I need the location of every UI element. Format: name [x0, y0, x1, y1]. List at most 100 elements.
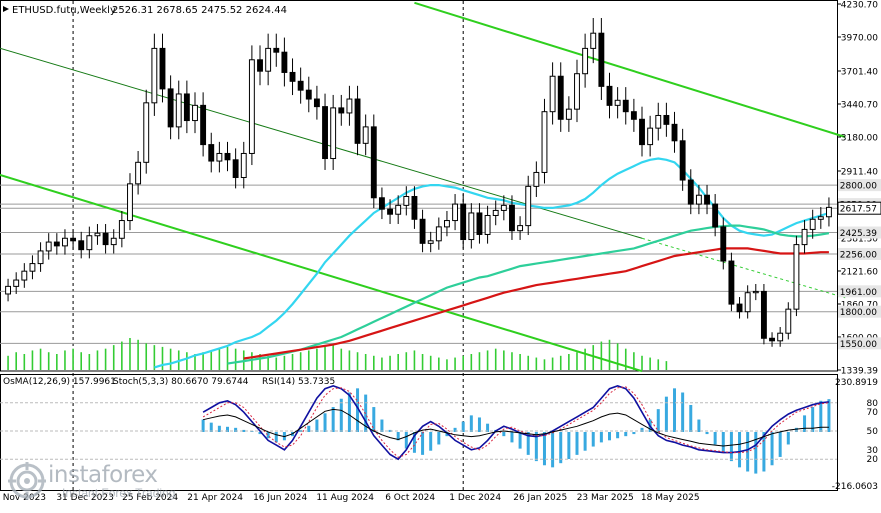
indicator-pane-frame	[0, 374, 838, 491]
candle-body	[549, 75, 556, 113]
candle-body	[769, 337, 775, 342]
candle-body	[330, 107, 337, 160]
indicator-axis-label: 80	[867, 399, 879, 409]
candle-body	[175, 93, 182, 128]
candle-body	[500, 204, 507, 211]
price-level-label-box	[838, 305, 881, 318]
candle-body	[387, 208, 393, 215]
candle-body	[411, 195, 418, 220]
price-level-label: 1800.00	[840, 308, 877, 318]
candle-body	[37, 250, 44, 265]
candle-body	[744, 292, 751, 313]
price-axis: 4230.70 3970.00 3701.40 3440.70 3180.00 2911.…	[837, 1, 881, 377]
candle-body	[208, 144, 215, 162]
candle-body	[370, 126, 377, 199]
indicator-axis-label: 230.8919	[835, 378, 878, 388]
candle-body	[378, 197, 385, 210]
candle-body	[127, 183, 133, 222]
stoch-label: Stoch(5,3,3) 80.6670 79.6744	[113, 377, 249, 387]
candle-body	[143, 102, 150, 163]
ohlc-values: 2526.31 2678.65 2475.52 2624.44	[112, 5, 287, 16]
rsi-label: RSI(14) 53.7335	[262, 377, 335, 387]
price-tick-label: 2381.30	[841, 235, 878, 245]
candle-body	[322, 106, 328, 160]
candle-body	[240, 152, 247, 179]
moving-average-line	[154, 157, 830, 369]
price-pane-frame	[0, 0, 838, 372]
candle-body	[452, 203, 459, 222]
candle-body	[297, 80, 304, 91]
price-level-label: 1961.00	[840, 288, 877, 298]
candle-body	[639, 118, 645, 146]
candle-body	[224, 152, 231, 161]
candle-body	[110, 237, 117, 246]
candle-body	[492, 209, 499, 216]
price-level-label: 2617.57	[840, 205, 877, 215]
candle-body	[70, 237, 77, 242]
time-axis-label: 16 Jun 2024	[253, 493, 307, 503]
candle-body	[395, 204, 402, 215]
price-level-label: 2800.00	[840, 182, 877, 192]
candle-body	[289, 71, 296, 82]
candle-body	[525, 185, 532, 227]
osma-label: OsMA(12,26,9) 157.9961	[3, 377, 116, 387]
candle-body	[354, 98, 361, 144]
instaforex-logo-icon	[8, 462, 46, 500]
indicator-axis-label: 20	[867, 455, 879, 465]
candle-body	[273, 47, 280, 53]
candle-body	[777, 332, 784, 342]
candle-body	[720, 226, 727, 262]
price-level-label: 1550.00	[840, 340, 877, 350]
symbol-title: ETHUSD.futu,Weekly	[12, 5, 116, 16]
candle-body	[257, 59, 263, 72]
candle-body	[671, 123, 678, 142]
price-level-label-box	[838, 337, 881, 350]
channel-lower-line	[0, 173, 643, 373]
watermark: instaforex Instant Forex Trading	[8, 462, 175, 500]
candle-body	[785, 308, 792, 334]
symbol-arrow-icon	[3, 6, 9, 12]
price-tick-label: 3701.40	[841, 68, 878, 78]
grid	[0, 0, 838, 491]
candle-body	[265, 47, 272, 72]
time-axis-label: 18 May 2025	[641, 493, 700, 503]
price-tick-label: 3970.00	[841, 34, 878, 44]
candle-body	[45, 241, 52, 252]
price-level-label-box	[837, 201, 881, 215]
indicator-axis-label: -216.0603	[832, 482, 878, 492]
candle-body	[509, 204, 515, 232]
indicator-axis-label: 30	[867, 446, 879, 456]
candle-body	[151, 47, 158, 104]
time-axis-label: 6 Oct 2024	[385, 493, 435, 503]
candle-body	[704, 194, 710, 205]
price-tick-label: 1860.70	[841, 301, 878, 311]
candle-body	[630, 111, 637, 120]
candle-body	[760, 290, 767, 339]
candle-body	[557, 75, 564, 120]
candle-body	[200, 104, 207, 146]
candle-body	[281, 51, 288, 73]
candles	[5, 18, 832, 347]
price-level-label-box	[838, 226, 881, 239]
candle-body	[29, 263, 36, 272]
candle-body	[232, 159, 239, 179]
candle-body	[801, 228, 808, 246]
candle-body	[655, 114, 662, 129]
candle-body	[21, 270, 28, 281]
price-level-label: 2256.00	[840, 250, 877, 260]
candle-body	[338, 107, 345, 114]
time-axis-label: 21 Apr 2024	[187, 493, 243, 503]
candle-body	[752, 290, 759, 294]
candle-body	[118, 220, 125, 239]
candle-body	[13, 279, 20, 287]
candle-body	[476, 212, 483, 235]
candle-body	[590, 32, 597, 49]
moving-average-line	[243, 247, 829, 360]
candle-body	[460, 203, 467, 241]
channel-upper-line	[414, 1, 846, 138]
candle-body	[517, 225, 524, 232]
price-level-label-box	[838, 285, 881, 298]
candle-body	[817, 216, 824, 220]
